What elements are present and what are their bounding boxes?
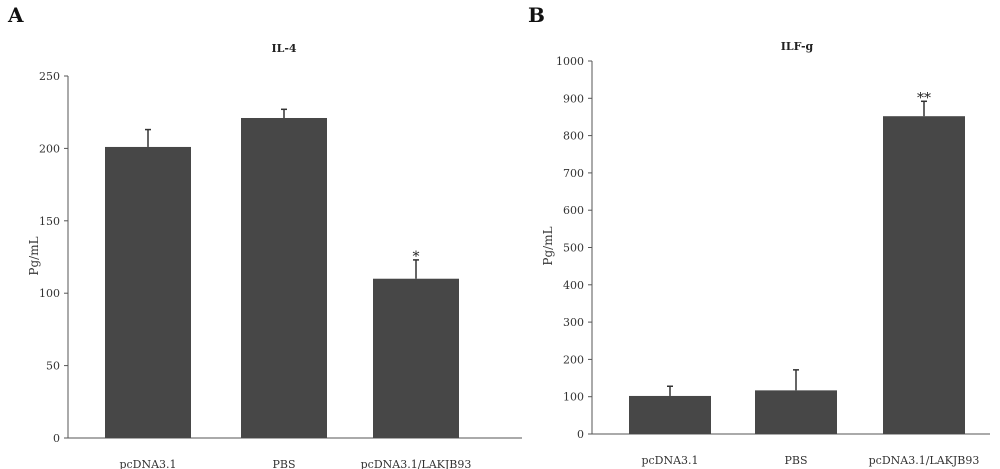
category-label-b-0: pcDNA3.1 — [641, 454, 698, 467]
y-tick-label-a: 150 — [39, 215, 60, 228]
chart-title-b: ILF-g — [781, 40, 814, 53]
y-tick-label-b: 500 — [563, 242, 584, 255]
bar-b-2 — [883, 116, 965, 434]
y-tick-label-b: 1000 — [556, 55, 584, 68]
y-tick-label-b: 100 — [563, 391, 584, 404]
y-tick-label-b: 0 — [577, 428, 584, 441]
category-label-a-0: pcDNA3.1 — [119, 458, 176, 469]
y-tick-label-b: 700 — [563, 167, 584, 180]
y-tick-label-a: 100 — [39, 287, 60, 300]
chart-panel-b: B ILF-g Pg/mL 0 100 200 300 400 500 600 700 800 9… — [528, 3, 990, 467]
bar-b-1 — [755, 390, 837, 434]
y-tick-label-a: 200 — [39, 142, 60, 155]
y-tick-label-b: 300 — [563, 316, 584, 329]
y-tick-label-b: 800 — [563, 130, 584, 143]
y-tick-label-a: 0 — [53, 432, 60, 445]
y-axis-title-b: Pg/mL — [541, 226, 555, 265]
bar-a-0 — [105, 146, 191, 438]
y-tick-label-b: 400 — [563, 279, 584, 292]
chart-panel-a: A IL-4 Pg/mL 0 50 100 150 200 250 pcDNA3.1 PBS p… — [7, 3, 522, 469]
y-tick-label-a: 50 — [46, 360, 60, 373]
category-label-a-2: pcDNA3.1/LAKJB93 — [361, 458, 472, 469]
y-tick-label-b: 600 — [563, 204, 584, 217]
significance-label-b-2: ** — [917, 90, 931, 106]
category-label-b-2: pcDNA3.1/LAKJB93 — [869, 454, 980, 467]
bar-a-1 — [241, 117, 327, 438]
bar-b-0 — [629, 395, 711, 434]
chart-title-a: IL-4 — [271, 42, 296, 55]
plot-area-b: 0 100 200 300 400 500 600 700 800 900 1000 pcDNA3.1… — [556, 55, 990, 467]
plot-area-a: 0 50 100 150 200 250 pcDNA3.1 PBS pcDNA3.1/LAKJB… — [39, 70, 522, 469]
y-tick-label-a: 250 — [39, 70, 60, 83]
panel-label-b: B — [528, 3, 545, 27]
bar-a-2 — [373, 278, 459, 438]
category-label-b-1: PBS — [784, 454, 807, 467]
panel-label-a: A — [7, 3, 24, 27]
y-axis-title-a: Pg/mL — [27, 236, 41, 275]
significance-label-a-2: * — [413, 249, 420, 265]
y-tick-label-b: 200 — [563, 353, 584, 366]
y-tick-label-b: 900 — [563, 92, 584, 105]
category-label-a-1: PBS — [272, 458, 295, 469]
